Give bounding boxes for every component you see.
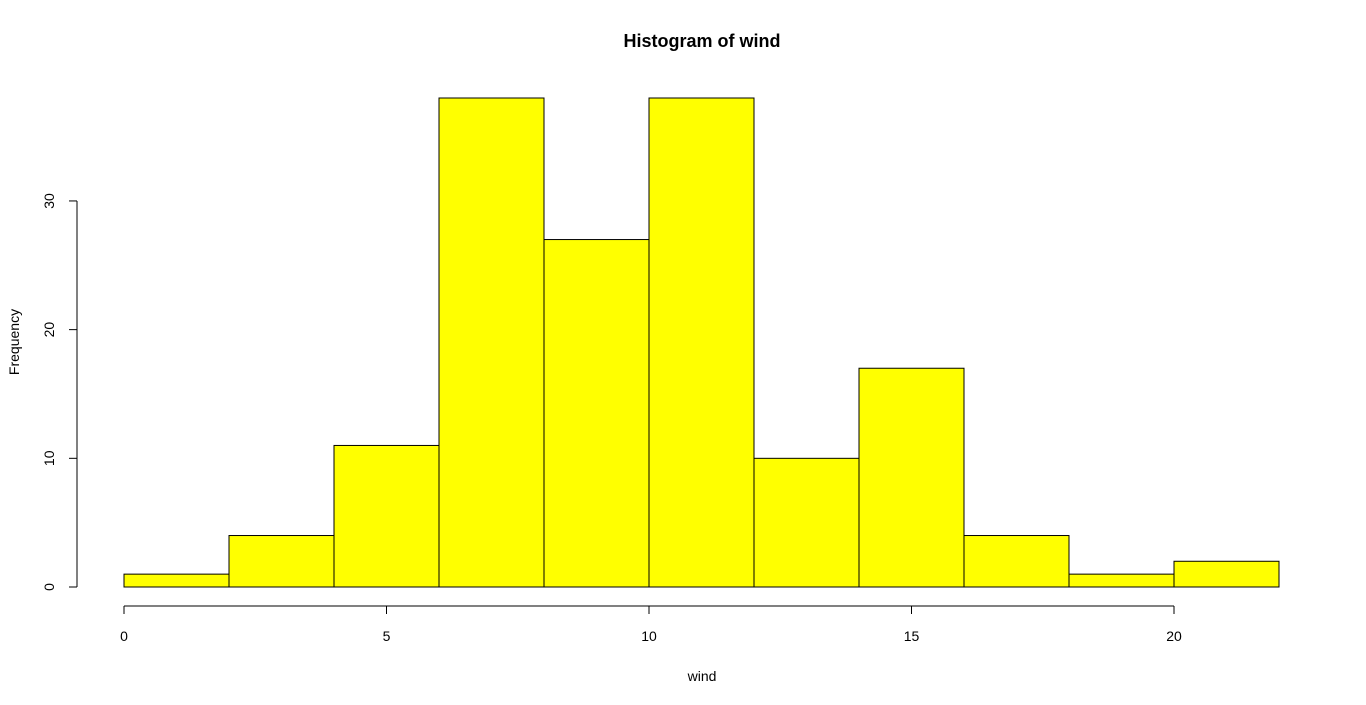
y-tick-label-1: 10 <box>41 450 57 466</box>
histogram-bar-4 <box>543 239 650 588</box>
y-axis-label: Frequency <box>6 309 22 375</box>
histogram-bar-1 <box>228 535 335 588</box>
y-tick-label-3: 30 <box>41 193 57 209</box>
chart-title: Histogram of wind <box>624 31 781 51</box>
histogram-bar-8 <box>963 535 1070 588</box>
x-tick-label-3: 15 <box>904 628 920 644</box>
x-tick-label-2: 10 <box>641 628 657 644</box>
histogram-bar-6 <box>753 457 860 588</box>
x-tick-label-1: 5 <box>383 628 391 644</box>
y-axis: 0 10 20 30 <box>41 193 78 591</box>
y-tick-label-0: 0 <box>41 583 57 591</box>
x-tick-label-0: 0 <box>120 628 128 644</box>
x-axis-label: wind <box>687 668 717 684</box>
histogram-bar-9 <box>1068 573 1175 588</box>
histogram-bar-0 <box>123 573 230 588</box>
histogram-bar-7 <box>858 367 965 588</box>
histogram-bar-10 <box>1173 560 1280 588</box>
histogram-bar-2 <box>333 444 440 588</box>
bars-group <box>123 97 1280 588</box>
x-axis: 0 5 10 15 20 <box>120 605 1182 644</box>
histogram-bar-3 <box>438 97 545 588</box>
y-tick-label-2: 20 <box>41 322 57 338</box>
histogram-bar-5 <box>648 97 755 588</box>
x-tick-label-4: 20 <box>1166 628 1182 644</box>
